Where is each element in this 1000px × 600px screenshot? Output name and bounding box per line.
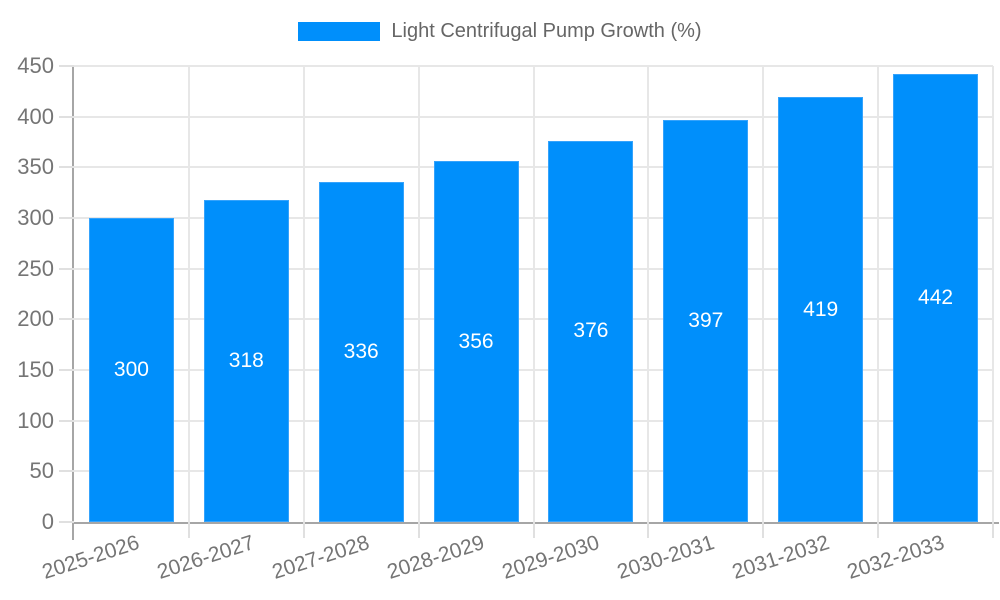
bar[interactable]: 318 bbox=[203, 199, 289, 522]
y-axis-tick bbox=[59, 267, 74, 270]
gridline-vertical bbox=[302, 66, 305, 522]
y-axis-label: 300 bbox=[17, 205, 54, 230]
legend-label: Light Centrifugal Pump Growth (%) bbox=[391, 20, 702, 42]
y-axis-label: 200 bbox=[17, 306, 54, 332]
gridline-vertical bbox=[417, 66, 420, 522]
y-axis-label: 400 bbox=[17, 103, 54, 129]
bar[interactable]: 356 bbox=[433, 161, 519, 522]
y-axis-tick bbox=[59, 217, 74, 219]
bar[interactable]: 336 bbox=[318, 181, 404, 522]
x-axis-tick bbox=[302, 522, 305, 538]
bar-value-label: 442 bbox=[918, 286, 954, 310]
bar-value-label: 300 bbox=[113, 358, 149, 381]
y-axis-label: 250 bbox=[17, 255, 54, 281]
gridline-vertical bbox=[877, 66, 880, 522]
y-axis-tick bbox=[59, 521, 74, 523]
bar-value-label: 376 bbox=[573, 319, 609, 343]
y-axis-tick bbox=[59, 65, 74, 67]
gridline-vertical bbox=[762, 66, 765, 522]
y-axis-tick bbox=[59, 115, 74, 118]
gridline-vertical bbox=[532, 66, 535, 522]
x-axis-line bbox=[72, 522, 999, 524]
bar[interactable]: 300 bbox=[88, 218, 174, 522]
y-axis-label: 450 bbox=[17, 53, 54, 78]
legend: Light Centrifugal Pump Growth (%) bbox=[0, 20, 1000, 43]
x-axis-tick bbox=[877, 522, 880, 538]
y-axis-tick bbox=[59, 318, 74, 321]
bar[interactable]: 397 bbox=[663, 119, 749, 522]
bar-value-label: 397 bbox=[688, 308, 724, 332]
gridline-vertical bbox=[992, 66, 994, 522]
y-axis-line bbox=[72, 66, 74, 540]
bar[interactable]: 442 bbox=[893, 74, 979, 522]
x-axis-tick bbox=[532, 522, 535, 538]
y-axis-label: 0 bbox=[41, 509, 54, 534]
bar[interactable]: 376 bbox=[548, 140, 634, 522]
y-axis-tick bbox=[59, 166, 74, 169]
bar-value-label: 356 bbox=[458, 329, 494, 353]
y-axis-tick bbox=[59, 470, 74, 473]
bar-value-label: 318 bbox=[228, 348, 264, 372]
x-axis-tick bbox=[762, 522, 765, 538]
legend-item[interactable]: Light Centrifugal Pump Growth (%) bbox=[298, 20, 702, 43]
bar-value-label: 419 bbox=[803, 297, 839, 321]
x-axis-tick bbox=[417, 522, 420, 538]
x-axis-tick bbox=[992, 522, 994, 538]
y-axis-label: 100 bbox=[17, 407, 54, 433]
y-axis-label: 50 bbox=[29, 458, 54, 484]
x-axis-tick bbox=[647, 522, 650, 538]
legend-swatch-icon bbox=[298, 22, 381, 41]
y-axis-label: 150 bbox=[17, 357, 54, 382]
bar-value-label: 336 bbox=[343, 339, 379, 363]
gridline-vertical bbox=[647, 66, 650, 522]
y-axis-tick bbox=[59, 369, 74, 371]
x-axis-tick bbox=[187, 522, 190, 538]
gridline-vertical bbox=[187, 66, 190, 522]
bar[interactable]: 419 bbox=[778, 97, 864, 522]
plot-area: 300 318 336 356 376 397 419 442 bbox=[74, 65, 994, 522]
y-axis-label: 350 bbox=[17, 154, 54, 180]
y-axis-tick bbox=[59, 419, 74, 422]
